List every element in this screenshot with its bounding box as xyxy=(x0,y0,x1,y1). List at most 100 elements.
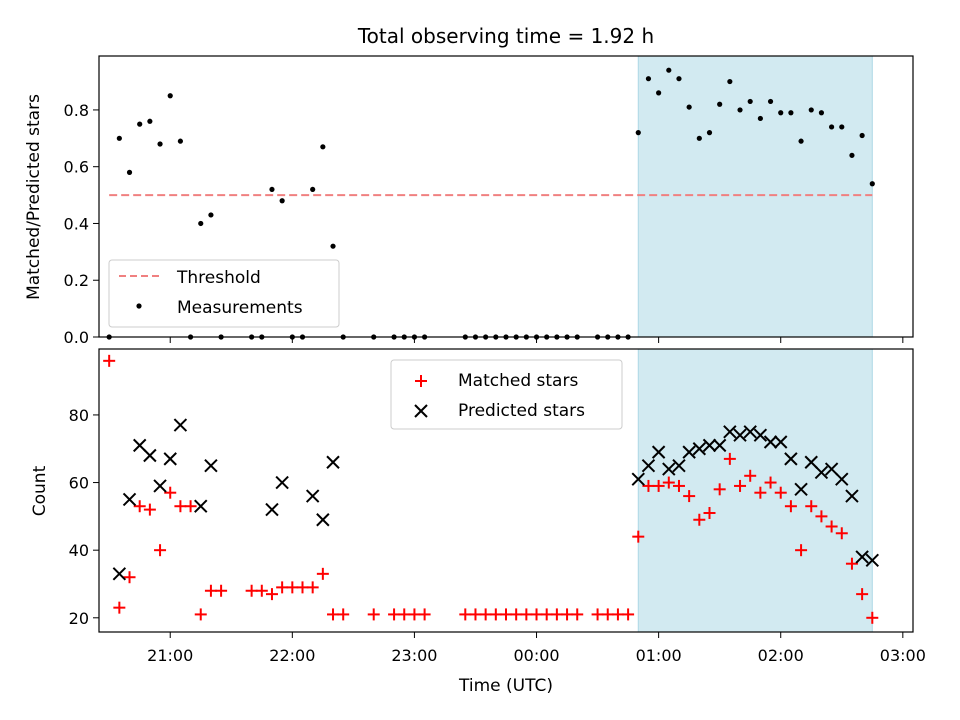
legend-measurements-swatch xyxy=(136,303,142,309)
measurement-point xyxy=(320,144,326,150)
measurement-point xyxy=(727,78,733,85)
measurement-point xyxy=(666,67,672,73)
measurement-point xyxy=(818,110,825,116)
x-tick-label: 03:00 xyxy=(880,646,926,665)
legend-predicted-swatch xyxy=(414,404,428,418)
matched-star-point xyxy=(530,608,543,621)
matched-star-point xyxy=(459,608,472,621)
matched-star-point xyxy=(713,483,726,496)
measurement-point xyxy=(269,186,275,193)
measurement-point xyxy=(116,135,122,141)
matched-star-point xyxy=(795,544,808,557)
measurement-point xyxy=(808,107,814,113)
measurement-point xyxy=(157,141,163,147)
top-panel: 0.00.20.40.60.8 Matched/Predicted stars … xyxy=(24,55,914,347)
measurement-point xyxy=(686,104,692,110)
measurement-point xyxy=(645,76,652,82)
matched-star-point xyxy=(367,608,380,621)
matched-star-point xyxy=(500,608,512,621)
matched-star-point xyxy=(276,581,289,594)
matched-star-point xyxy=(520,608,533,621)
matched-star-point xyxy=(479,608,492,621)
matched-star-point xyxy=(327,608,340,621)
matched-star-point xyxy=(856,588,869,601)
matched-star-point xyxy=(683,490,696,503)
predicted-star-point xyxy=(143,448,157,463)
legend-predicted-label: Predicted stars xyxy=(458,401,585,421)
predicted-star-point xyxy=(845,489,859,503)
measurement-point xyxy=(676,76,682,82)
measurement-point xyxy=(635,130,641,136)
top-legend: Threshold Measurements xyxy=(108,259,340,328)
measurement-point xyxy=(167,93,173,99)
observing-window-span xyxy=(637,348,873,633)
predicted-star-point xyxy=(112,567,127,581)
measurement-point xyxy=(706,130,713,136)
measurement-point xyxy=(310,186,316,193)
x-tick-label: 02:00 xyxy=(758,646,804,665)
matched-star-point xyxy=(265,588,278,601)
measurement-point xyxy=(198,220,204,227)
predicted-star-point xyxy=(743,425,757,439)
x-tick-label: 23:00 xyxy=(391,646,437,665)
measurement-point xyxy=(330,243,336,249)
matched-star-point xyxy=(611,608,624,621)
matched-star-point xyxy=(286,581,299,594)
legend-matched-label: Matched stars xyxy=(458,371,578,391)
matched-star-point xyxy=(591,608,604,621)
measurement-point xyxy=(757,115,763,122)
y-tick-label: 80 xyxy=(69,406,89,425)
predicted-star-point xyxy=(651,445,666,459)
predicted-star-point xyxy=(855,550,869,564)
predicted-star-point xyxy=(753,428,768,442)
matched-star-point xyxy=(622,608,635,621)
predicted-star-point xyxy=(763,435,778,449)
matched-star-point xyxy=(388,608,401,621)
matched-star-point xyxy=(825,520,838,533)
predicted-star-point xyxy=(122,492,137,507)
measurement-point xyxy=(696,135,702,141)
matched-star-point xyxy=(672,479,685,492)
matched-star-point xyxy=(734,479,747,492)
predicted-star-point xyxy=(682,445,696,459)
bottom-axes-frame xyxy=(98,348,914,633)
matched-star-point xyxy=(723,452,736,465)
y-tick-label: 0.6 xyxy=(64,158,89,177)
bottom-y-axis-label: Count xyxy=(30,465,50,516)
measurement-point xyxy=(869,181,875,187)
matched-star-point xyxy=(133,500,146,513)
measurement-point xyxy=(849,152,855,158)
measurement-point xyxy=(656,90,662,96)
matched-star-point xyxy=(204,584,217,597)
y-tick-label: 60 xyxy=(69,474,89,493)
matched-star-point xyxy=(693,513,706,526)
predicted-star-point xyxy=(132,438,147,453)
measurement-point xyxy=(747,98,753,105)
matched-star-point xyxy=(835,527,848,540)
matched-star-point xyxy=(337,608,350,621)
predicted-star-point xyxy=(316,513,330,527)
legend-measurements-label: Measurements xyxy=(177,298,303,318)
matched-star-point xyxy=(571,608,584,621)
matched-star-point xyxy=(744,469,757,482)
matched-star-point xyxy=(489,608,502,621)
y-tick-label: 40 xyxy=(69,541,89,560)
matched-star-point xyxy=(194,608,207,621)
predicted-star-point xyxy=(662,462,676,476)
measurement-point xyxy=(767,98,774,105)
matched-star-point xyxy=(652,479,665,492)
y-tick-label: 0.2 xyxy=(64,271,89,290)
matched-star-point xyxy=(408,608,421,621)
top-axes-frame xyxy=(98,55,914,338)
legend-threshold-label: Threshold xyxy=(176,268,261,288)
matched-star-point xyxy=(255,584,268,597)
predicted-star-point xyxy=(265,502,279,517)
predicted-star-point xyxy=(153,479,167,493)
matched-star-point xyxy=(550,608,563,621)
measurement-point xyxy=(717,101,723,107)
bottom-panel: 20 40 60 80 21:00 22:00 23:00 00:00 01:00 02:00 0… xyxy=(30,348,926,696)
matched-star-point xyxy=(113,601,126,614)
x-axis-label: Time (UTC) xyxy=(458,676,553,696)
matched-star-point xyxy=(774,486,787,499)
